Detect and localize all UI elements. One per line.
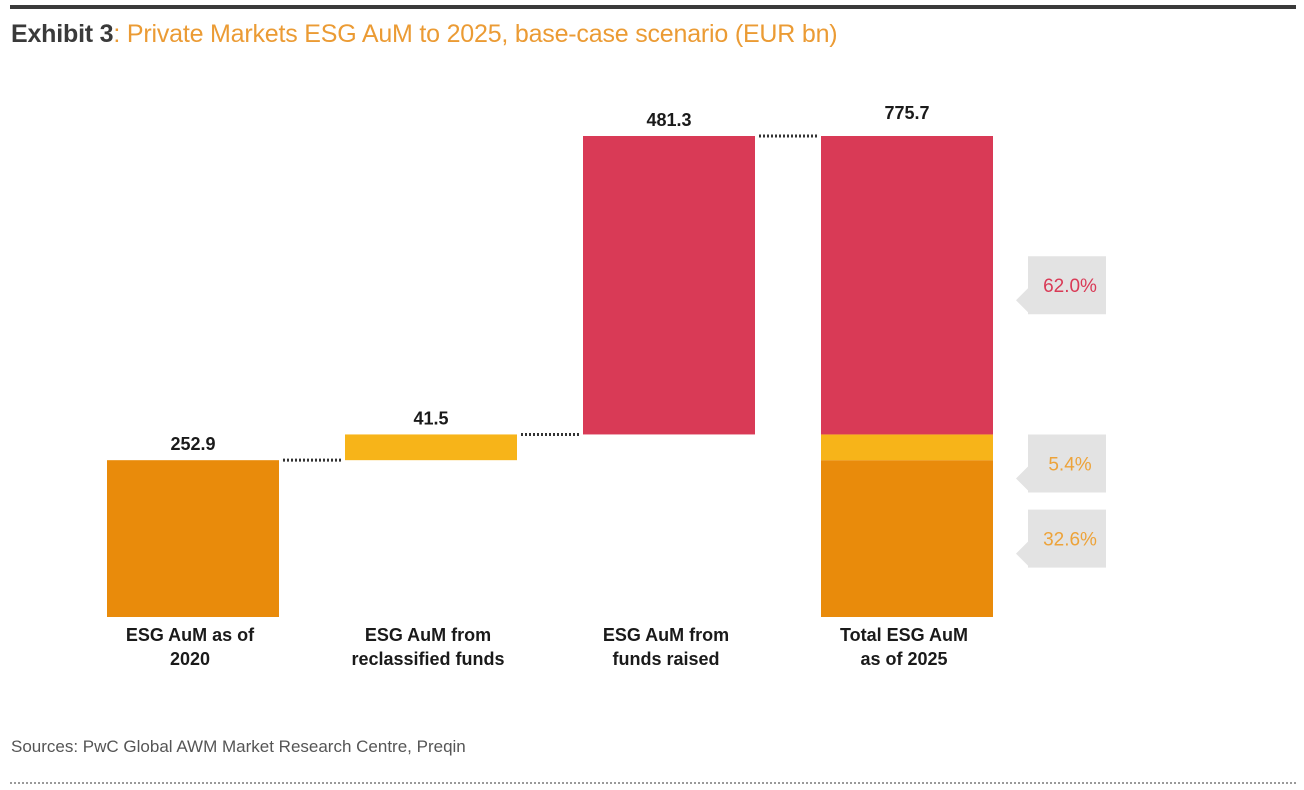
data-label-2: 41.5 — [413, 408, 448, 428]
category-label-2-line-1: ESG AuM from — [365, 625, 491, 645]
data-label-3: 481.3 — [646, 110, 691, 130]
category-label-3-line-2: funds raised — [612, 649, 719, 669]
category-label-1-line-2: 2020 — [170, 649, 210, 669]
bar-2 — [345, 434, 517, 461]
share-callout-2 — [1016, 434, 1106, 493]
total-segment-3 — [821, 136, 993, 435]
share-label-3: 62.0% — [1043, 276, 1097, 297]
share-callout-1 — [1016, 509, 1106, 568]
category-label-2-line-2: reclassified funds — [351, 649, 504, 669]
total-segment-2 — [821, 434, 993, 461]
share-callout-3 — [1016, 256, 1106, 315]
category-label-3-line-1: ESG AuM from — [603, 625, 729, 645]
data-label-1: 252.9 — [170, 434, 215, 454]
exhibit-label: Exhibit 3 — [11, 20, 114, 48]
total-segment-1 — [821, 460, 993, 617]
category-label-4-line-1: Total ESG AuM — [840, 625, 968, 645]
share-label-2: 5.4% — [1048, 454, 1091, 475]
top-rule — [10, 5, 1296, 9]
sources-note: Sources: PwC Global AWM Market Research … — [11, 737, 466, 756]
bar-3 — [583, 136, 755, 435]
bottom-rule — [10, 782, 1296, 784]
category-label-4-line-2: as of 2025 — [860, 649, 947, 669]
share-label-1: 32.6% — [1043, 530, 1097, 551]
chart-title: Exhibit 3: Private Markets ESG AuM to 20… — [11, 20, 838, 49]
data-label-total: 775.7 — [884, 103, 929, 123]
category-label-1-line-1: ESG AuM as of — [126, 625, 255, 645]
bar-1 — [107, 460, 279, 617]
chart-subtitle: : Private Markets ESG AuM to 2025, base-… — [113, 20, 838, 48]
